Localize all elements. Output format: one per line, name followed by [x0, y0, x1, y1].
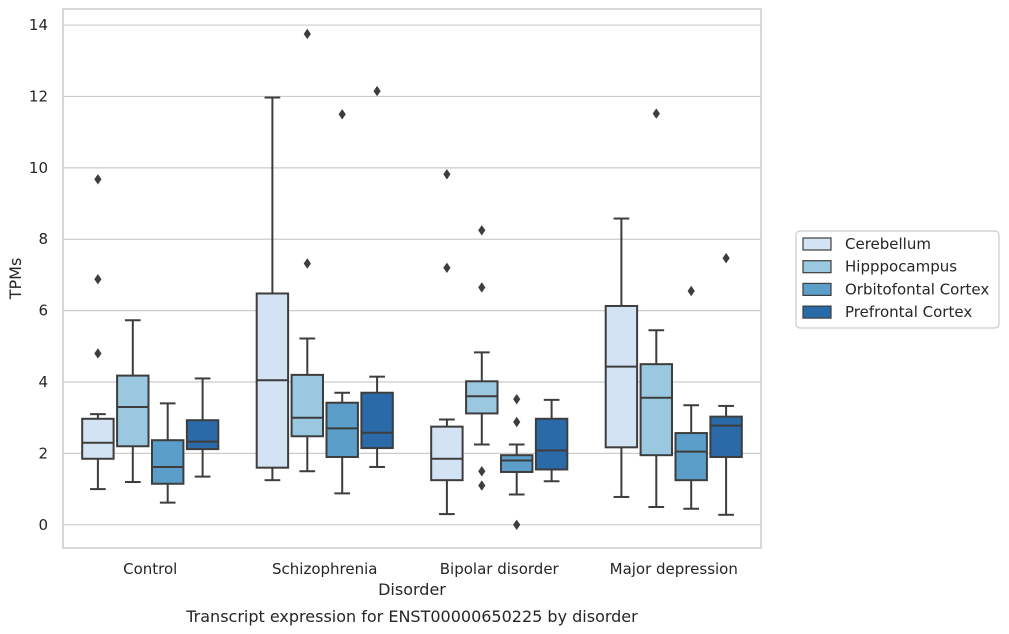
x-tick-labels: Control Schizophrenia Bipolar disorder Majo…: [123, 560, 738, 578]
box-iqr: [465, 380, 499, 415]
box-prefrontal-cortex: [185, 377, 220, 478]
outlier-point: [722, 252, 730, 264]
legend-label: Orbitofontal Cortex: [845, 280, 989, 298]
outlier-point: [303, 258, 311, 269]
outlier-point: [513, 416, 521, 428]
box-hipppocampus: [116, 319, 150, 483]
legend-label: Cerebellum: [845, 235, 931, 253]
box-prefrontal-cortex: [360, 85, 394, 468]
x-axis-label: Disorder: [378, 580, 446, 599]
box-orbitofontal-cortex: [674, 285, 708, 510]
legend-item: Orbitofontal Cortex: [802, 280, 989, 298]
legend-item: Cerebellum: [802, 235, 931, 253]
outlier-point: [652, 108, 660, 119]
outlier-point: [478, 466, 486, 477]
legend-label: Prefrontal Cortex: [845, 303, 972, 321]
outlier-point: [513, 519, 521, 530]
box-iqr: [150, 439, 185, 485]
plot-frame: [62, 8, 762, 549]
chart-caption: Transcript expression for ENST0000065022…: [185, 607, 638, 626]
box-cerebellum: [430, 169, 464, 516]
box-iqr: [325, 401, 359, 458]
box-plot-marks: [81, 28, 743, 530]
y-tick-label: 0: [38, 516, 48, 534]
legend-swatch: [802, 282, 832, 296]
box-iqr: [639, 363, 674, 457]
box-cerebellum: [604, 217, 639, 498]
box-prefrontal-cortex: [534, 398, 569, 483]
box-cerebellum: [255, 96, 290, 482]
outlier-point: [478, 282, 486, 293]
box-hipppocampus: [465, 225, 499, 491]
x-tick-label: Schizophrenia: [272, 560, 377, 578]
box-iqr: [116, 374, 150, 448]
legend-swatch: [802, 237, 832, 251]
y-tick-label: 14: [29, 16, 48, 34]
box-iqr: [499, 454, 534, 473]
box-iqr: [674, 432, 708, 482]
box-orbitofontal-cortex: [499, 393, 534, 530]
legend-swatch: [802, 260, 832, 274]
outlier-point: [443, 169, 451, 180]
y-tick-label: 6: [38, 302, 48, 320]
box-iqr: [709, 415, 743, 458]
outlier-point: [513, 393, 521, 405]
outlier-point: [373, 85, 381, 97]
y-tick-label: 8: [38, 230, 48, 248]
outlier-point: [687, 285, 695, 297]
box-orbitofontal-cortex: [325, 109, 359, 495]
legend-box: [795, 230, 1000, 329]
outlier-point: [303, 28, 311, 40]
y-tick-label: 12: [29, 87, 48, 105]
outlier-point: [94, 174, 102, 185]
x-tick-label: Bipolar disorder: [440, 560, 560, 578]
legend: Cerebellum Hipppocampus Orbitofontal Corte…: [795, 230, 1000, 329]
box-iqr: [185, 419, 220, 451]
legend-label: Hipppocampus: [845, 258, 957, 276]
box-hipppocampus: [639, 108, 674, 508]
box-iqr: [360, 391, 394, 450]
y-axis-label: TPMs: [6, 258, 25, 301]
box-cerebellum: [81, 174, 115, 491]
outlier-point: [94, 274, 102, 285]
x-tick-label: Major depression: [610, 560, 738, 578]
outlier-point: [338, 109, 346, 120]
y-tick-labels: 0 2 4 6 8 10 12 14: [29, 16, 48, 534]
box-iqr: [290, 373, 325, 438]
outlier-point: [443, 262, 451, 273]
box-iqr: [430, 425, 464, 482]
legend-swatch: [802, 305, 832, 319]
y-tick-label: 10: [29, 159, 48, 177]
legend-item: Hipppocampus: [802, 258, 957, 276]
box-iqr: [604, 304, 639, 449]
outlier-point: [478, 225, 486, 236]
box-iqr: [81, 417, 115, 460]
box-hipppocampus: [290, 28, 325, 473]
x-tick-label: Control: [123, 560, 177, 578]
outlier-point: [94, 348, 102, 359]
box-prefrontal-cortex: [709, 252, 743, 516]
box-iqr: [534, 417, 569, 471]
box-orbitofontal-cortex: [150, 402, 185, 504]
outlier-point: [478, 480, 486, 491]
y-tick-label: 2: [38, 444, 48, 462]
legend-item: Prefrontal Cortex: [802, 303, 972, 321]
y-tick-label: 4: [38, 373, 48, 391]
